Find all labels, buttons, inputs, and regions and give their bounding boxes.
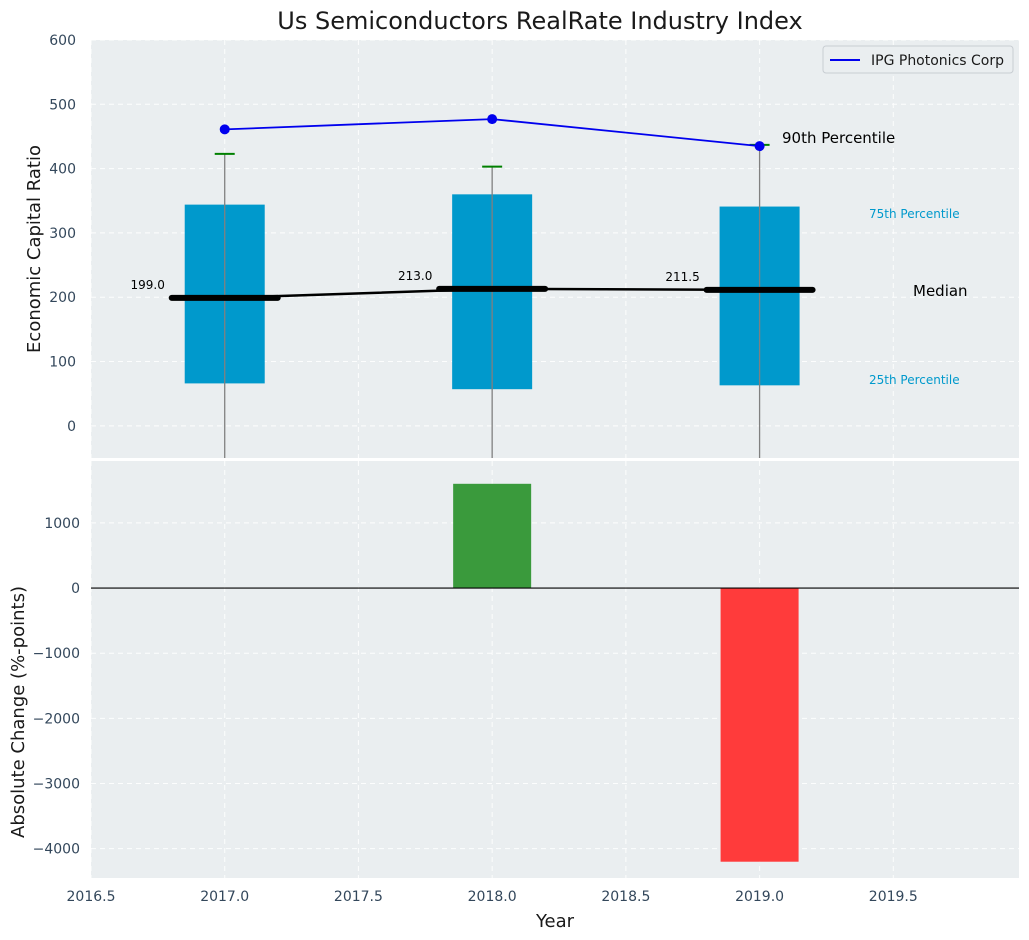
x-axis-label: Year <box>535 911 575 932</box>
x-tick-label: 2016.5 <box>67 889 116 905</box>
legend-entry: IPG Photonics Corp <box>871 53 1004 69</box>
x-tick-label: 2017.0 <box>200 889 249 905</box>
annotation-25th: 25th Percentile <box>869 373 960 387</box>
top-y-tick-label: 300 <box>49 226 76 242</box>
top-y-tick-label: 0 <box>67 419 76 435</box>
top-y-tick-label: 100 <box>49 355 76 371</box>
bottom-y-tick-label: −1000 <box>33 646 80 662</box>
annotation-90th: 90th Percentile <box>782 129 895 147</box>
bottom-y-tick-label: −3000 <box>33 777 80 793</box>
bottom-y-ticks: −4000 −3000 −2000 −1000 0 1000 <box>33 516 80 858</box>
top-y-axis-label: Economic Capital Ratio <box>24 145 45 353</box>
top-y-tick-label: 200 <box>49 290 76 306</box>
bottom-plot-area <box>91 461 1019 878</box>
annotation-median: Median <box>913 282 968 300</box>
median-value-label: 199.0 <box>131 278 165 292</box>
bottom-y-tick-label: 1000 <box>44 516 80 532</box>
x-tick-label: 2018.0 <box>468 889 517 905</box>
bottom-y-tick-label: −4000 <box>33 842 80 858</box>
top-panel: 0 100 200 300 400 500 600 199.0 213.0 211.5 90th… <box>24 33 1019 458</box>
legend: IPG Photonics Corp <box>822 45 1014 74</box>
x-tick-label: 2017.5 <box>334 889 383 905</box>
bottom-y-tick-label: 0 <box>71 581 80 597</box>
top-y-tick-label: 600 <box>49 33 76 49</box>
top-y-tick-label: 400 <box>49 162 76 178</box>
legend-box <box>822 45 1014 74</box>
bottom-y-axis-label: Absolute Change (%-points) <box>8 586 29 838</box>
change-bar <box>720 588 799 862</box>
change-bar <box>453 483 532 589</box>
series-lines <box>219 114 765 152</box>
x-tick-label: 2018.5 <box>601 889 650 905</box>
change-bars <box>453 483 799 862</box>
series-point <box>754 141 765 152</box>
series-point <box>219 124 230 135</box>
series-point <box>487 114 498 125</box>
median-trend-line <box>224 287 760 300</box>
top-y-tick-label: 500 <box>49 97 76 113</box>
x-tick-label: 2019.0 <box>735 889 784 905</box>
bottom-y-tick-label: −2000 <box>33 711 80 727</box>
median-value-label: 211.5 <box>665 270 699 284</box>
boxes: 199.0 213.0 211.5 <box>131 143 816 458</box>
annotation-75th: 75th Percentile <box>869 207 960 221</box>
top-y-ticks: 0 100 200 300 400 500 600 <box>49 33 76 435</box>
median-value-label: 213.0 <box>398 269 432 283</box>
percentile-annotations: 90th Percentile 75th Percentile Median 2… <box>782 129 968 387</box>
x-ticks: 2016.5 2017.0 2017.5 2018.0 2018.5 2019.0 2019… <box>67 889 918 905</box>
x-tick-label: 2019.5 <box>869 889 918 905</box>
chart-title: Us Semiconductors RealRate Industry Inde… <box>277 7 802 35</box>
